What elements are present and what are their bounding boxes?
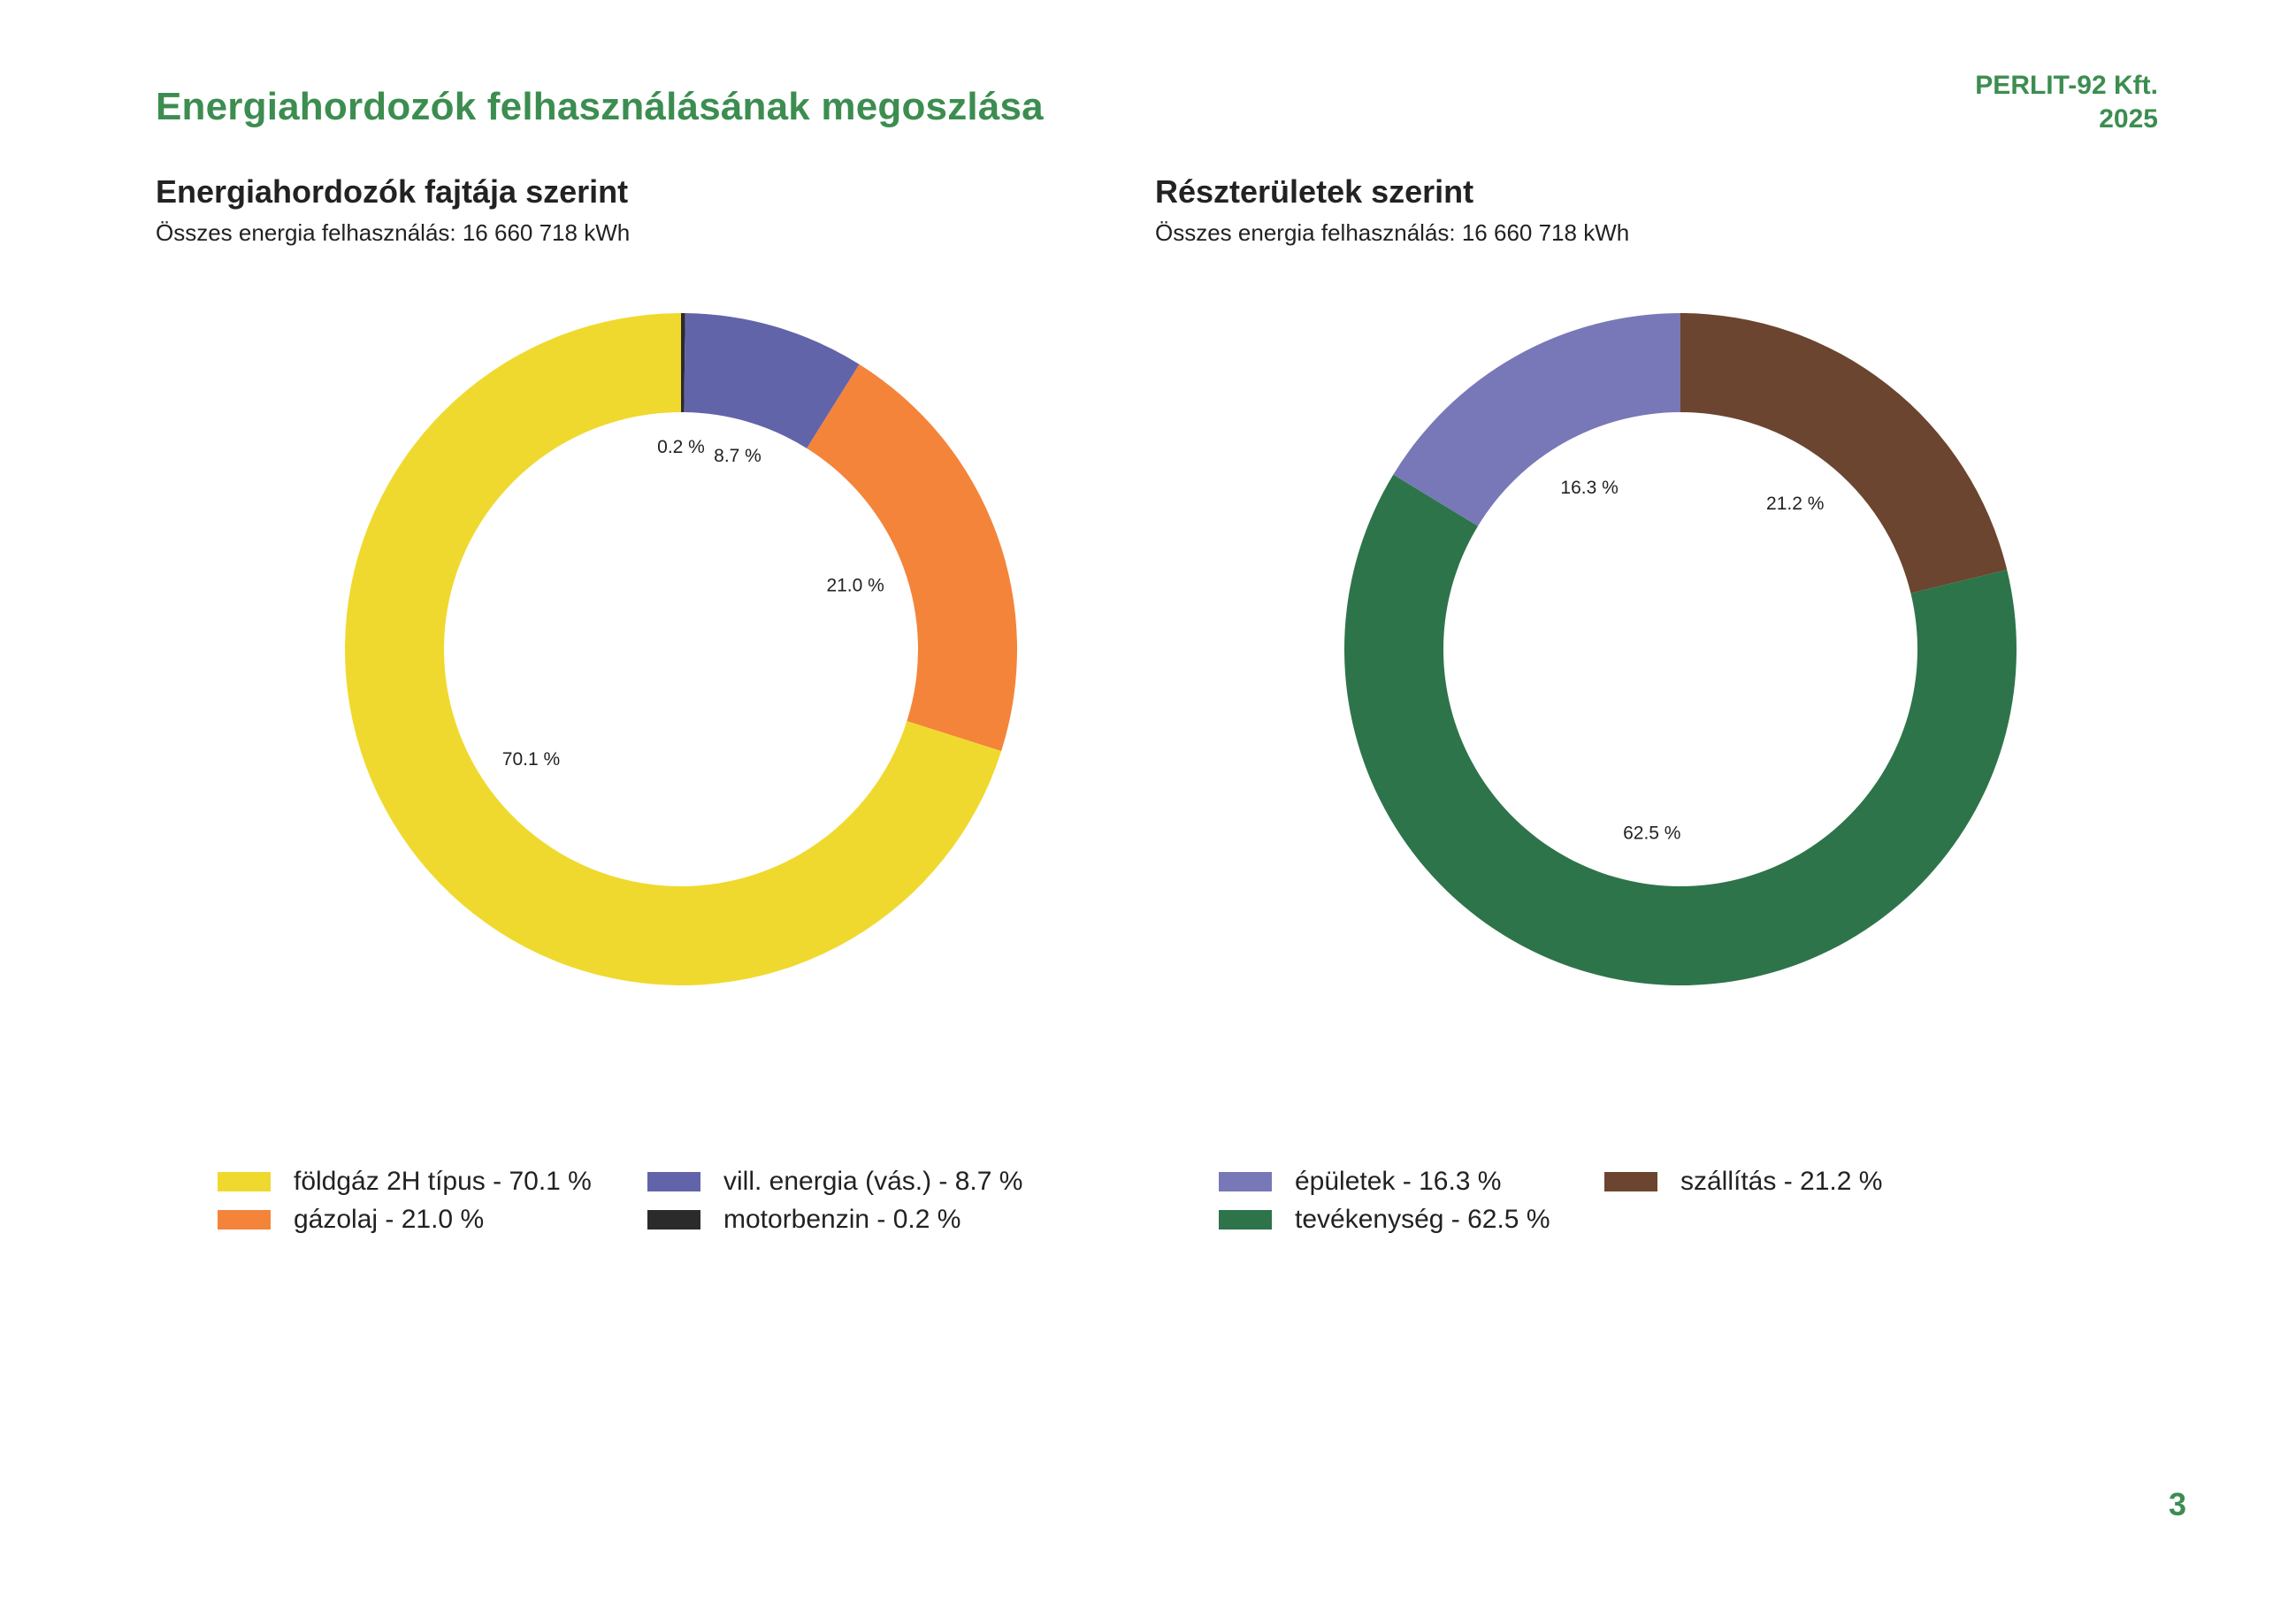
slice-data-label: 0.2 % xyxy=(657,437,705,457)
slice-data-label: 16.3 % xyxy=(1560,478,1618,498)
chart1-legend-item: motorbenzin - 0.2 % xyxy=(647,1205,960,1235)
legend-label: vill. energia (vás.) - 8.7 % xyxy=(723,1167,1023,1196)
chart1-legend-item: vill. energia (vás.) - 8.7 % xyxy=(647,1167,1022,1197)
legend-label: földgáz 2H típus - 70.1 % xyxy=(294,1167,592,1196)
chart2-legend-item: szállítás - 21.2 % xyxy=(1604,1167,1882,1197)
legend-swatch xyxy=(218,1172,271,1191)
slice-data-label: 21.0 % xyxy=(826,576,884,596)
legend-swatch xyxy=(647,1172,700,1191)
slice-data-label: 8.7 % xyxy=(714,446,762,466)
donut-slice-tevékenység xyxy=(1343,474,2017,986)
chart1-subtitle: Összes energia felhasználás: 16 660 718 … xyxy=(156,219,631,246)
slice-data-label: 70.1 % xyxy=(502,749,560,770)
chart2-subtitle: Összes energia felhasználás: 16 660 718 … xyxy=(1155,219,1630,246)
company-name: PERLIT-92 Kft. xyxy=(1975,71,2158,100)
page-title: Energiahordozók felhasználásának megoszl… xyxy=(156,85,1044,128)
page-number: 3 xyxy=(2168,1486,2186,1522)
donut-slice-épületek xyxy=(1393,313,1680,526)
company-block: PERLIT-92 Kft. 2025 xyxy=(1975,69,2158,136)
report-year: 2025 xyxy=(2099,104,2158,134)
slice-data-label: 21.2 % xyxy=(1766,494,1824,514)
legend-label: motorbenzin - 0.2 % xyxy=(723,1205,961,1234)
legend-label: tevékenység - 62.5 % xyxy=(1295,1205,1550,1234)
chart2-legend-item: tevékenység - 62.5 % xyxy=(1219,1205,1550,1235)
legend-swatch xyxy=(1219,1210,1272,1229)
legend-swatch xyxy=(1219,1172,1272,1191)
legend-label: gázolaj - 21.0 % xyxy=(294,1205,485,1234)
legend-label: épületek - 16.3 % xyxy=(1295,1167,1502,1196)
donut-slice-szállítás xyxy=(1680,313,2008,594)
chart1-title: Energiahordozók fajtája szerint xyxy=(156,173,629,210)
donut-slice-vill-energia-vás- xyxy=(684,313,860,448)
donut-slice-földgáz-2h-típus xyxy=(345,313,1002,985)
chart1-legend-item: földgáz 2H típus - 70.1 % xyxy=(218,1167,592,1197)
chart2-legend-item: épületek - 16.3 % xyxy=(1219,1167,1501,1197)
donut-slice-gázolaj xyxy=(807,364,1018,752)
legend-swatch xyxy=(218,1210,271,1229)
legend-swatch xyxy=(1604,1172,1657,1191)
chart1-legend-item: gázolaj - 21.0 % xyxy=(218,1205,484,1235)
chart2-title: Részterületek szerint xyxy=(1155,173,1474,210)
legend-swatch xyxy=(647,1210,700,1229)
legend-label: szállítás - 21.2 % xyxy=(1680,1167,1883,1196)
slice-data-label: 62.5 % xyxy=(1623,823,1680,844)
donut-slice-motorbenzin xyxy=(681,313,685,413)
